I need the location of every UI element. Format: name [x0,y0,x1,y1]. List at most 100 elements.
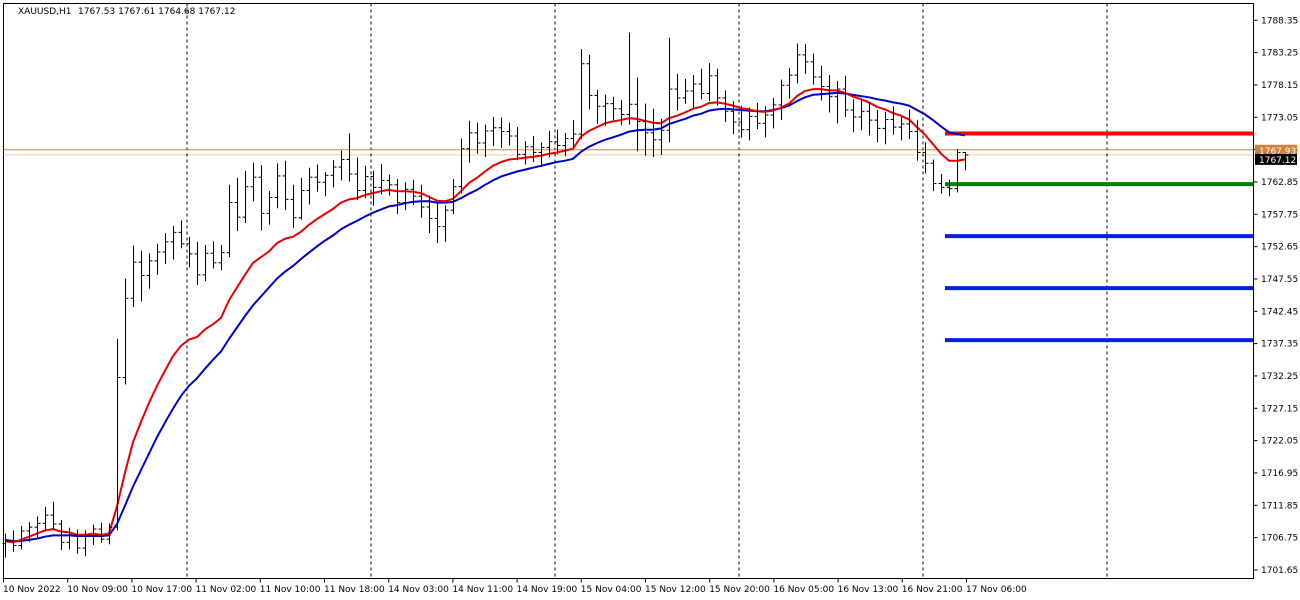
ohlc-bar [194,241,201,285]
ohlc-bar [602,94,609,126]
ohlc-bar [850,99,857,133]
price-tag: 1767.93 [1255,144,1297,157]
ohlc-bar [754,103,761,130]
ohlc-bar [50,501,57,530]
price-tag-label: 1767.12 [1259,156,1296,166]
ohlc-bar [626,32,633,125]
x-tick-label: 16 Nov 05:00 [773,585,834,595]
ohlc-bar [802,44,809,74]
ohlc-bar [498,117,505,149]
y-tick-label: 1727.15 [1261,404,1298,414]
ohlc-bar [42,506,49,532]
ohlc-bar [906,109,913,140]
ma-slow-line [4,91,966,543]
ohlc-bar [314,164,321,192]
y-tick-label: 1716.95 [1261,469,1298,479]
price-tag-box [1255,144,1297,156]
y-tick-label: 1701.65 [1261,566,1298,576]
ohlc-bar [770,97,777,129]
ohlc-bar [922,142,929,174]
ohlc-bar [210,241,217,269]
ohlc-bar [290,184,297,228]
ohlc-bar [394,179,401,214]
ohlc-bar [538,142,545,168]
ohlc-bar [450,179,457,214]
moving-averages [4,88,966,544]
ohlc-bar [306,167,313,205]
ohlc-bar [962,151,969,171]
ohlc-bar [146,253,153,289]
ohlc-bar [586,54,593,110]
ohlc-bar [546,130,553,158]
ohlc-bar [386,174,393,196]
x-tick-label: 17 Nov 06:00 [966,585,1027,595]
ohlc-bar [138,250,145,302]
ohlc-bar [634,77,641,152]
ohlc-bar [18,525,25,550]
x-tick-label: 15 Nov 04:00 [581,585,642,595]
ohlc-bar [274,163,281,209]
ohlc-bar [826,75,833,113]
ohlc-bar [202,245,209,282]
price-bars [2,32,969,558]
ohlc-bar [650,108,657,157]
ohlc-bar [466,120,473,163]
ohlc-bar [434,202,441,244]
ohlc-bar [890,106,897,135]
x-tick-label: 14 Nov 03:00 [388,585,449,595]
price-tag-box [1255,153,1297,165]
x-tick-label: 16 Nov 21:00 [902,585,963,595]
ohlc-bar [858,99,865,131]
ohlc-bar [322,172,329,197]
y-tick-label: 1752.65 [1261,243,1298,253]
ohlc-bar [10,530,17,552]
ohlc-bar [370,170,377,206]
ohlc-bar [34,516,41,538]
ohlc-bar [794,43,801,84]
ohlc-bar [266,191,273,225]
ohlc-bar [378,163,385,195]
ohlc-bar [410,179,417,206]
ohlc-bar [674,73,681,111]
x-tick-label: 10 Nov 17:00 [131,585,192,595]
ohlc-bar [506,122,513,146]
ohlc-label: 1767.53 1767.61 1764.68 1767.12 [78,7,235,17]
ohlc-bar [778,79,785,121]
ohlc-bar [954,149,961,193]
y-tick-label: 1788.35 [1261,16,1298,26]
ohlc-bar [178,220,185,249]
ohlc-bar [66,527,73,550]
price-axis[interactable]: 1788.351783.251778.151773.051767.951762.… [1253,16,1299,576]
ohlc-bar [258,165,265,231]
price-tag: 1767.12 [1255,153,1297,166]
price-tag-label: 1767.93 [1259,147,1296,157]
ohlc-bar [282,160,289,211]
ohlc-bar [874,110,881,143]
ohlc-bar [786,68,793,99]
ohlc-bar [714,68,721,106]
ohlc-bar [946,179,953,197]
ohlc-bar [682,78,689,104]
ohlc-bar [562,132,569,157]
plot-frame [3,3,1254,579]
x-tick-label: 11 Nov 10:00 [260,585,321,595]
time-axis[interactable]: 10 Nov 2022 10 Nov 09:00 10 Nov 17:00 11 No… [3,578,1027,596]
ohlc-bar [810,53,817,85]
x-tick-label: 14 Nov 11:00 [452,585,513,595]
ohlc-bar [914,120,921,161]
ohlc-bar [426,195,433,233]
ohlc-bar [130,245,137,308]
y-tick-label: 1757.75 [1261,210,1298,220]
ohlc-bar [842,75,849,117]
ohlc-bar [170,226,177,260]
ohlc-bar [706,63,713,102]
ohlc-bar [938,174,945,194]
y-tick-label: 1747.55 [1261,275,1298,285]
ohlc-bar [354,157,361,201]
ohlc-bar [90,524,97,545]
ohlc-bar [594,89,601,124]
ohlc-bar [74,529,81,554]
y-tick-label: 1762.85 [1261,178,1298,188]
